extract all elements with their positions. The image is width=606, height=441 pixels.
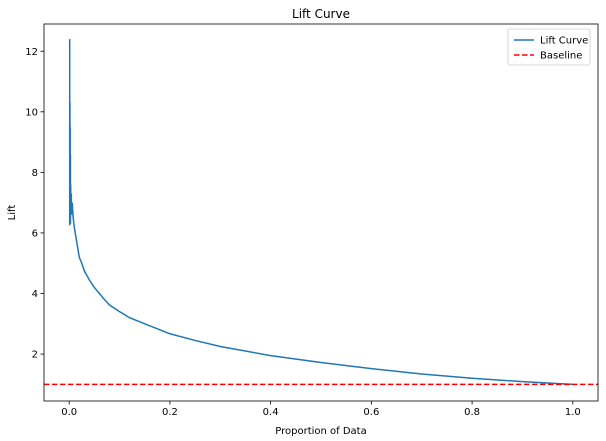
legend-label-lift-curve: Lift Curve <box>540 36 588 47</box>
chart-title: Lift Curve <box>292 7 350 21</box>
y-tick-label: 4 <box>32 289 38 300</box>
legend: Lift Curve Baseline <box>507 28 591 66</box>
x-axis: 0.0 0.2 0.4 0.6 0.8 1.0 <box>61 401 581 418</box>
y-tick-label: 12 <box>25 47 38 58</box>
y-tick-label: 10 <box>25 107 38 118</box>
y-tick-label: 2 <box>32 350 38 361</box>
legend-box <box>507 28 591 66</box>
plot-frame <box>43 23 599 402</box>
x-axis-label: Proportion of Data <box>275 426 366 437</box>
x-tick-label: 0.8 <box>464 407 480 418</box>
y-axis: 2 4 6 8 10 12 <box>25 47 44 361</box>
x-tick-label: 0.0 <box>61 407 77 418</box>
x-tick-label: 1.0 <box>565 407 581 418</box>
y-axis-label: Lift <box>7 205 18 221</box>
x-tick-label: 0.6 <box>363 407 379 418</box>
lift-curve-line <box>68 39 573 386</box>
plot-area <box>44 39 598 386</box>
legend-label-baseline: Baseline <box>540 51 582 62</box>
y-tick-label: 8 <box>32 168 38 179</box>
x-tick-label: 0.4 <box>263 407 279 418</box>
x-tick-label: 0.2 <box>162 407 178 418</box>
y-tick-label: 6 <box>32 228 38 239</box>
